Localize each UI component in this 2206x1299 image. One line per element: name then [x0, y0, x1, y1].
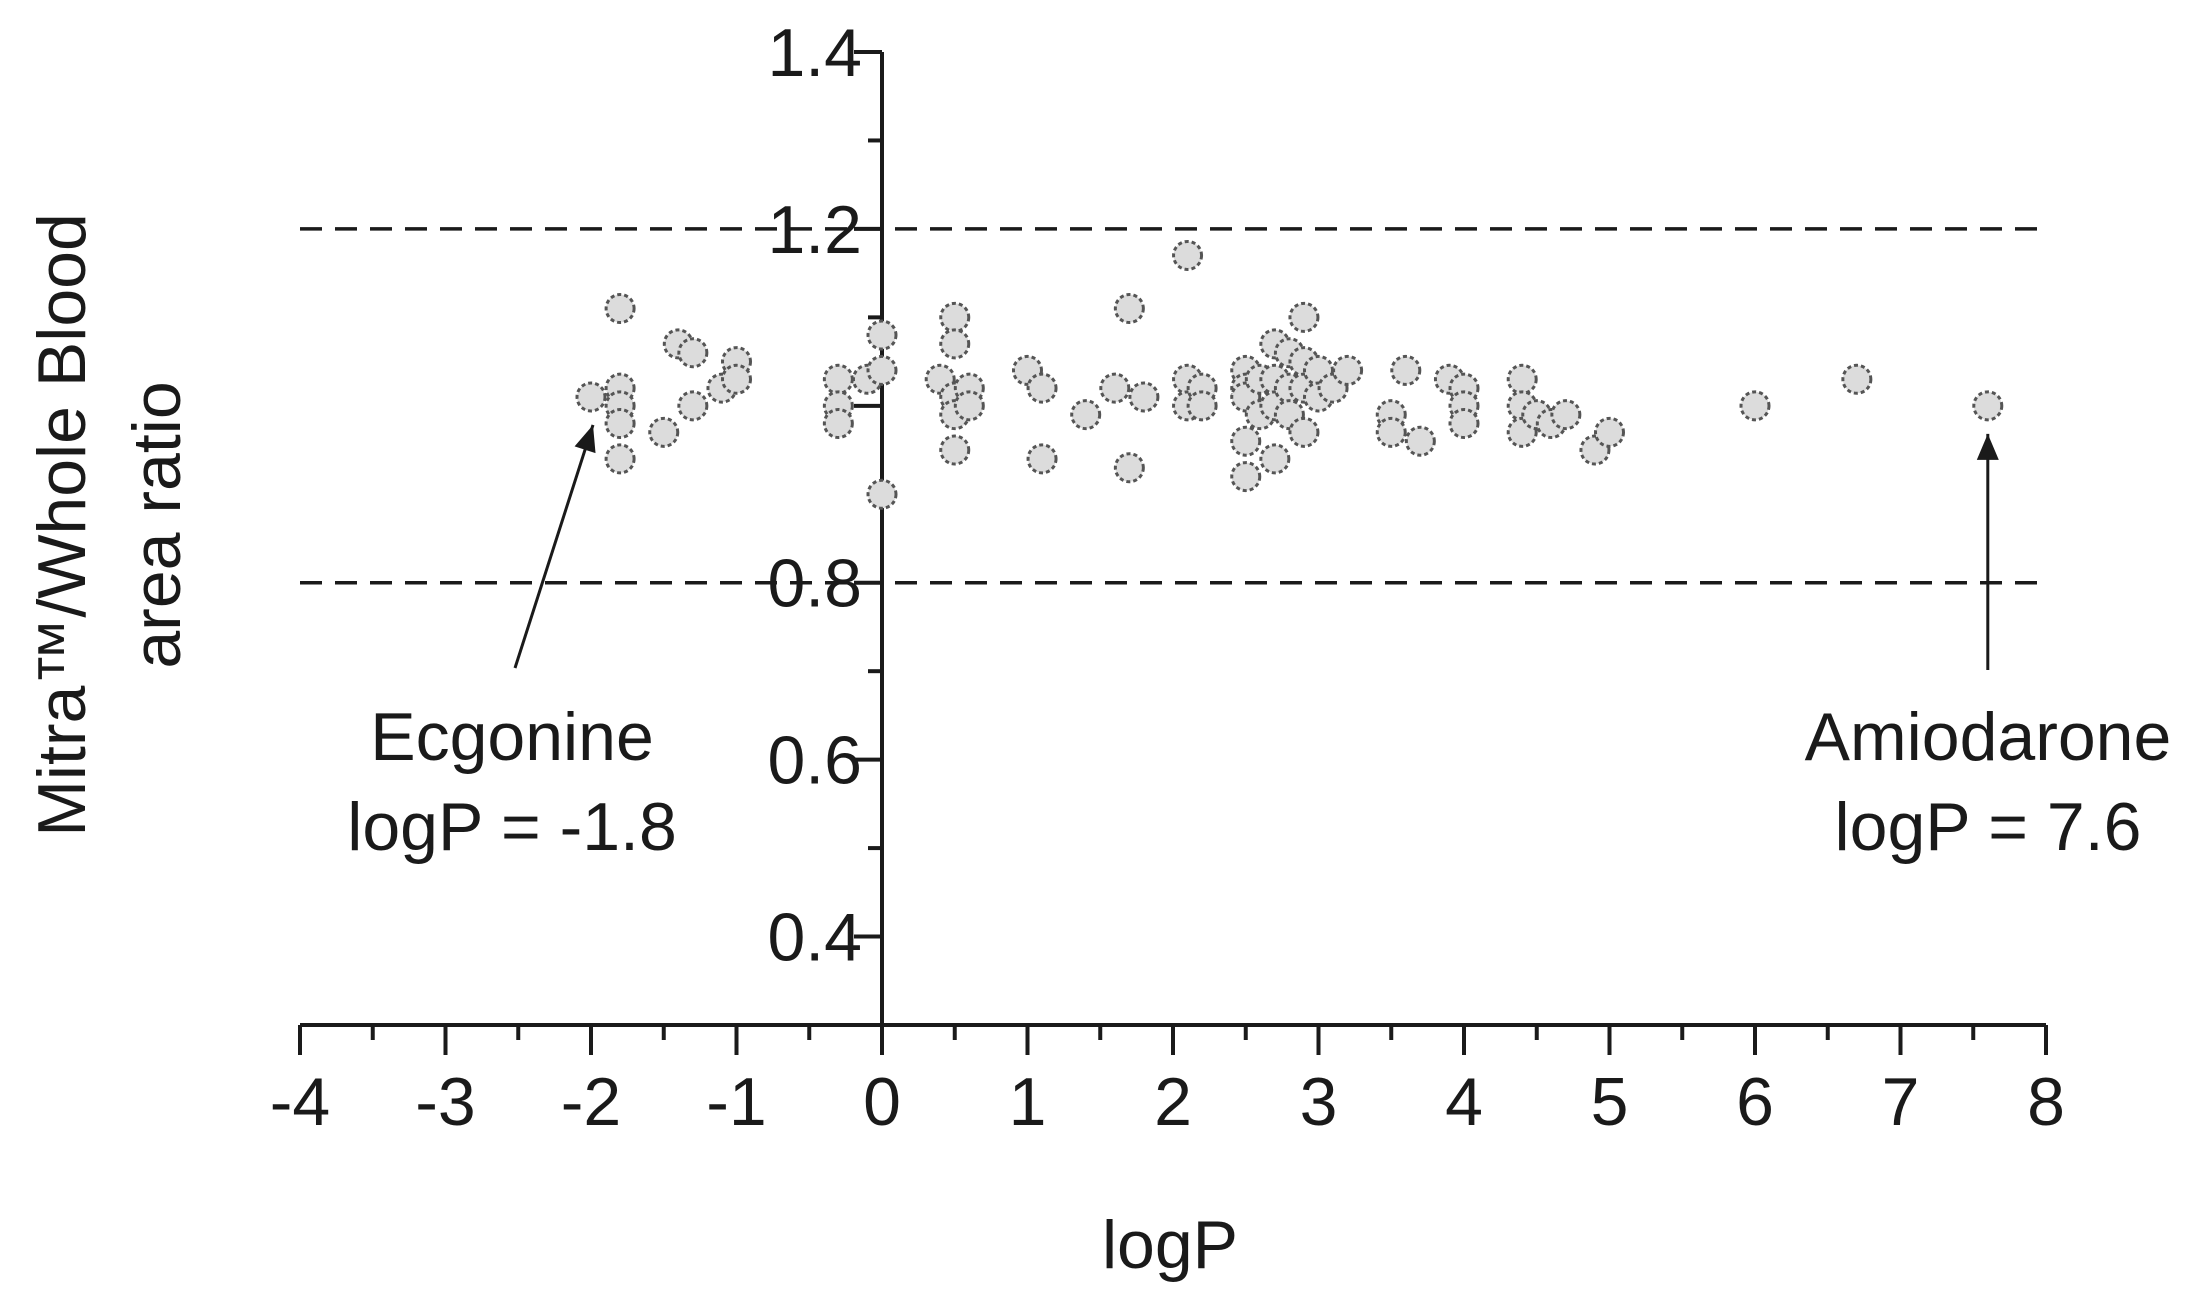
y-tick-label: 1.4	[767, 15, 862, 91]
amiodarone-label-line-1: Amiodarone	[1805, 699, 2172, 775]
y-tick-label: 0.6	[767, 723, 862, 799]
ecgonine-label-line-1: Ecgonine	[370, 699, 654, 775]
data-point	[1404, 425, 1436, 457]
data-point	[1230, 425, 1262, 457]
data-point	[1550, 399, 1582, 431]
data-point	[1594, 416, 1625, 448]
data-point	[1841, 363, 1873, 395]
annotation-arrows	[513, 424, 1999, 670]
data-point	[677, 337, 709, 369]
x-tick-label: 5	[1591, 1064, 1629, 1140]
data-point	[721, 363, 752, 395]
x-tick-label: 1	[1009, 1064, 1047, 1140]
data-point	[648, 416, 680, 448]
x-tick-label: -2	[561, 1064, 621, 1140]
data-point	[1259, 443, 1291, 475]
x-tick-label: 2	[1154, 1064, 1192, 1140]
data-point	[822, 363, 854, 395]
y-tick-label: 0.8	[767, 546, 862, 622]
data-point	[822, 408, 854, 440]
data-point	[939, 328, 971, 360]
x-axis-title: logP	[1102, 1207, 1238, 1283]
data-point	[1506, 363, 1538, 395]
data-point	[1172, 239, 1204, 271]
x-tick-label: 0	[863, 1064, 901, 1140]
x-tick-label: 8	[2027, 1064, 2065, 1140]
data-point	[1390, 354, 1422, 386]
x-tick-label: 7	[1882, 1064, 1920, 1140]
data-point	[1288, 416, 1320, 448]
ecgonine-arrow-head	[574, 424, 596, 454]
data-point	[1230, 461, 1262, 493]
data-point	[1026, 443, 1058, 475]
data-point	[953, 390, 985, 422]
y-axis-title-line-2: area ratio	[119, 381, 195, 668]
data-point	[866, 354, 898, 386]
data-point	[1186, 390, 1218, 422]
data-point	[1128, 381, 1160, 413]
x-ticks: -4 -3 -2 -1 0 1 2 3 4 5 6 7 8	[270, 1025, 2065, 1140]
data-point	[604, 408, 636, 440]
y-axis-title-line-1: Mitra™/Whole Blood	[24, 213, 100, 837]
data-point	[1099, 372, 1131, 404]
data-point	[604, 443, 636, 475]
data-point	[604, 293, 636, 325]
reference-lines	[300, 227, 2046, 585]
data-point	[1448, 408, 1480, 440]
y-ticks: 0.4 0.6 0.8 1.2 1.4	[767, 15, 882, 1027]
amiodarone-arrow-head	[1976, 433, 1999, 460]
y-axis-title: Mitra™/Whole Blood area ratio	[24, 213, 195, 837]
ecgonine-arrow-line	[513, 424, 595, 669]
axes	[300, 52, 2046, 1027]
data-point	[866, 319, 898, 351]
data-point	[575, 381, 607, 413]
data-point	[1332, 354, 1364, 386]
x-tick-label: 4	[1445, 1064, 1483, 1140]
data-point	[1972, 390, 2004, 422]
y-tick-label: 0.4	[767, 900, 862, 976]
x-tick-label: 6	[1736, 1064, 1774, 1140]
ecgonine-label-line-2: logP = -1.8	[347, 789, 677, 865]
x-tick-label: -4	[270, 1064, 330, 1140]
x-tick-label: -1	[706, 1064, 766, 1140]
data-point	[1288, 301, 1320, 333]
x-tick-label: -3	[415, 1064, 475, 1140]
data-point	[866, 478, 898, 510]
data-points	[575, 239, 2004, 510]
data-point	[1113, 452, 1145, 484]
data-point	[1070, 399, 1102, 431]
data-point	[1026, 372, 1058, 404]
data-point	[939, 301, 971, 333]
amiodarone-label-line-2: logP = 7.6	[1835, 789, 2142, 865]
data-point	[677, 390, 709, 422]
y-tick-label: 1.2	[767, 192, 862, 268]
data-point	[1739, 390, 1771, 422]
data-point	[1113, 293, 1145, 325]
data-point	[939, 434, 971, 466]
data-point	[1375, 416, 1407, 448]
x-tick-label: 3	[1300, 1064, 1338, 1140]
